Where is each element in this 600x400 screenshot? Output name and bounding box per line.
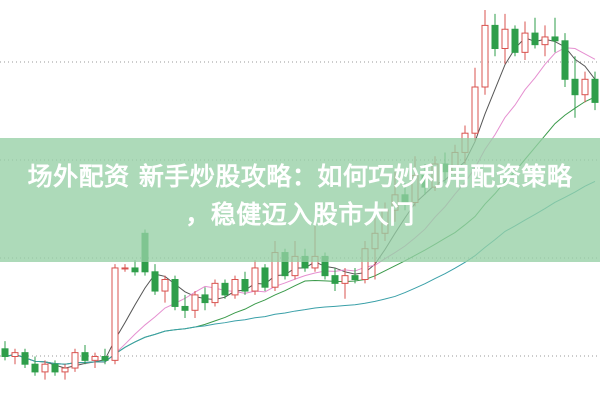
candle-up [231, 279, 239, 296]
candle-up [91, 356, 99, 361]
candle-down [201, 294, 209, 304]
title-banner [0, 138, 600, 262]
candle-down [331, 275, 339, 284]
candle-down [351, 275, 359, 280]
candle-up [541, 36, 549, 46]
candle-down [241, 279, 249, 292]
candle-down [571, 78, 579, 96]
candle-down [591, 78, 599, 103]
candle-up [501, 28, 509, 49]
candle-up [251, 267, 259, 292]
candle-down [511, 28, 519, 53]
candle-down [551, 36, 559, 42]
candle-down [181, 305, 189, 311]
candle-up [211, 282, 219, 304]
candle-down [21, 352, 29, 365]
candle-down [1, 348, 9, 357]
candle-up [121, 267, 129, 270]
title-line-1: 场外配资 新手炒股攻略：如何巧妙利用配资策略 [27, 162, 573, 191]
candle-up [471, 86, 479, 134]
candle-up [191, 294, 199, 311]
article-title: 场外配资 新手炒股攻略：如何巧妙利用配资策略 ，稳健迈入股市大门 [0, 158, 600, 234]
candle-down [531, 32, 539, 46]
title-line-2: ，稳健迈入股市大门 [185, 200, 415, 229]
candle-up [61, 367, 69, 373]
candle-down [131, 267, 139, 273]
candle-down [81, 352, 89, 361]
candle-up [71, 352, 79, 369]
candle-down [491, 24, 499, 49]
candle-down [31, 363, 39, 373]
candle-down [171, 279, 179, 307]
candle-down [261, 267, 269, 288]
candle-down [51, 363, 59, 373]
candle-up [11, 352, 19, 357]
candle-down [151, 271, 159, 292]
candle-up [41, 363, 49, 373]
candle-down [561, 40, 569, 80]
candle-up [341, 275, 349, 284]
candle-up [521, 32, 529, 53]
candle-down [101, 356, 109, 361]
candle-up [581, 78, 589, 96]
candle-down [221, 282, 229, 296]
candle-up [481, 24, 489, 88]
candle-up [111, 267, 119, 361]
candle-up [161, 279, 169, 292]
